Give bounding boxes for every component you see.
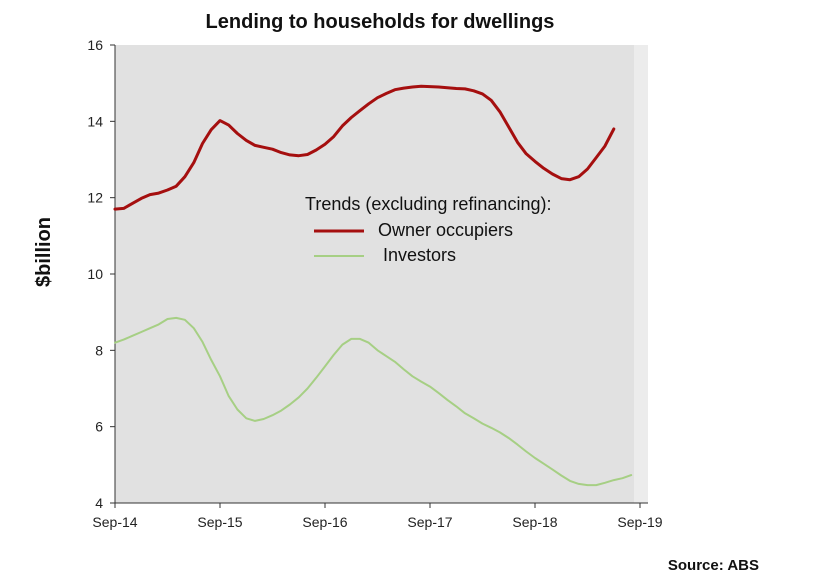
- chart-title: Lending to households for dwellings: [206, 11, 555, 33]
- legend-label-investors: Investors: [383, 245, 456, 265]
- y-axis: 4 6 8 10 12 14 16: [87, 37, 116, 511]
- x-tick-label: Sep-14: [92, 514, 137, 530]
- y-tick-label: 4: [95, 495, 103, 511]
- y-tick-label: 8: [95, 342, 103, 358]
- x-tick-label: Sep-15: [197, 514, 242, 530]
- plot-edge-strip: [634, 45, 648, 503]
- y-axis-label: $billion: [33, 217, 55, 287]
- y-tick-label: 16: [87, 37, 103, 53]
- series-line-owner-occupiers: [113, 84, 616, 211]
- x-tick-label: Sep-17: [407, 514, 452, 530]
- y-tick-label: 14: [87, 113, 103, 129]
- plot-area: [115, 45, 640, 503]
- x-axis: Sep-14 Sep-15 Sep-16 Sep-17 Sep-18 Sep-19: [92, 502, 663, 530]
- x-tick-label: Sep-16: [302, 514, 347, 530]
- y-tick-label: 6: [95, 419, 103, 435]
- legend-label-owner-occupiers: Owner occupiers: [378, 220, 513, 240]
- series-line-investors: [114, 316, 633, 487]
- legend: Trends (excluding refinancing): Owner oc…: [305, 194, 551, 265]
- y-tick-label: 12: [87, 190, 103, 206]
- x-tick-label: Sep-19: [617, 514, 662, 530]
- y-tick-label: 10: [87, 266, 103, 282]
- source-note: Source: ABS: [668, 557, 759, 574]
- series-layer: [113, 84, 633, 487]
- x-tick-label: Sep-18: [512, 514, 557, 530]
- legend-title: Trends (excluding refinancing):: [305, 194, 551, 214]
